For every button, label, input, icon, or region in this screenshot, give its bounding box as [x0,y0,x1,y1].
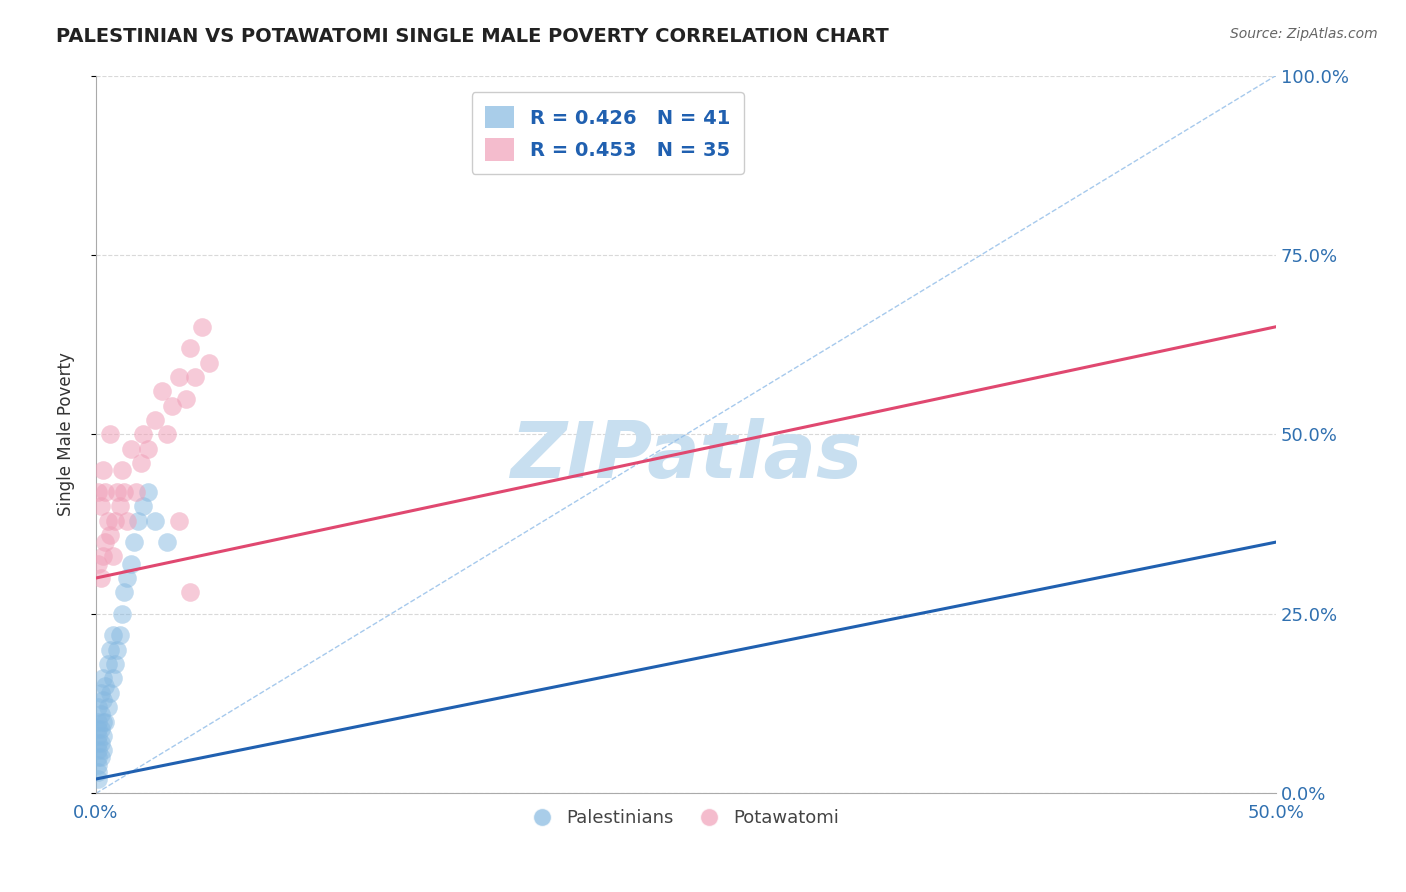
Point [87,700,110,714]
Text: Source: ZipAtlas.com: Source: ZipAtlas.com [1230,27,1378,41]
Point [108,628,131,642]
Point [111,463,134,477]
Point [87,729,110,743]
Point [91,729,114,743]
Point [136,484,159,499]
Point [90,686,112,700]
Point [97,700,120,714]
Point [98,686,121,700]
Point [87,750,110,764]
Point [122,535,145,549]
Legend: Palestinians, Potawatomi: Palestinians, Potawatomi [526,802,846,835]
Point [125,484,148,499]
Point [136,442,159,456]
Point [105,484,128,499]
Point [90,571,112,585]
Point [104,514,127,528]
Point [156,535,179,549]
Point [179,585,201,599]
Point [97,657,120,672]
Point [87,736,110,750]
Point [91,714,114,729]
Text: ZIPatlas: ZIPatlas [510,418,862,494]
Point [87,772,110,786]
Point [101,672,124,686]
Point [91,672,114,686]
Point [87,714,110,729]
Point [90,736,112,750]
Point [101,549,124,564]
Point [191,319,214,334]
Point [91,549,114,564]
Point [112,585,135,599]
Point [198,356,221,370]
Point [87,764,110,779]
Point [167,514,190,528]
Point [143,514,166,528]
Point [101,628,124,642]
Point [91,743,114,757]
Point [160,399,183,413]
Point [97,514,120,528]
Point [98,642,121,657]
Point [156,427,179,442]
Point [94,714,117,729]
Text: PALESTINIAN VS POTAWATOMI SINGLE MALE POVERTY CORRELATION CHART: PALESTINIAN VS POTAWATOMI SINGLE MALE PO… [56,27,889,45]
Point [115,514,138,528]
Point [91,693,114,707]
Point [112,484,135,499]
Point [90,750,112,764]
Y-axis label: Single Male Poverty: Single Male Poverty [58,352,75,516]
Point [179,341,201,355]
Point [167,370,190,384]
Point [87,757,110,772]
Point [94,679,117,693]
Point [90,707,112,722]
Point [87,484,110,499]
Point [87,722,110,736]
Point [108,500,131,514]
Point [105,642,128,657]
Point [128,514,150,528]
Point [120,557,142,571]
Point [87,557,110,571]
Point [94,484,117,499]
Point [90,500,112,514]
Point [132,427,155,442]
Point [120,442,142,456]
Point [90,722,112,736]
Point [150,384,173,399]
Point [143,413,166,427]
Point [98,427,121,442]
Point [94,535,117,549]
Point [111,607,134,621]
Point [87,743,110,757]
Point [91,463,114,477]
Point [184,370,207,384]
Point [115,571,138,585]
Point [129,456,152,470]
Point [98,528,121,542]
Point [104,657,127,672]
Point [174,392,197,406]
Point [132,500,155,514]
